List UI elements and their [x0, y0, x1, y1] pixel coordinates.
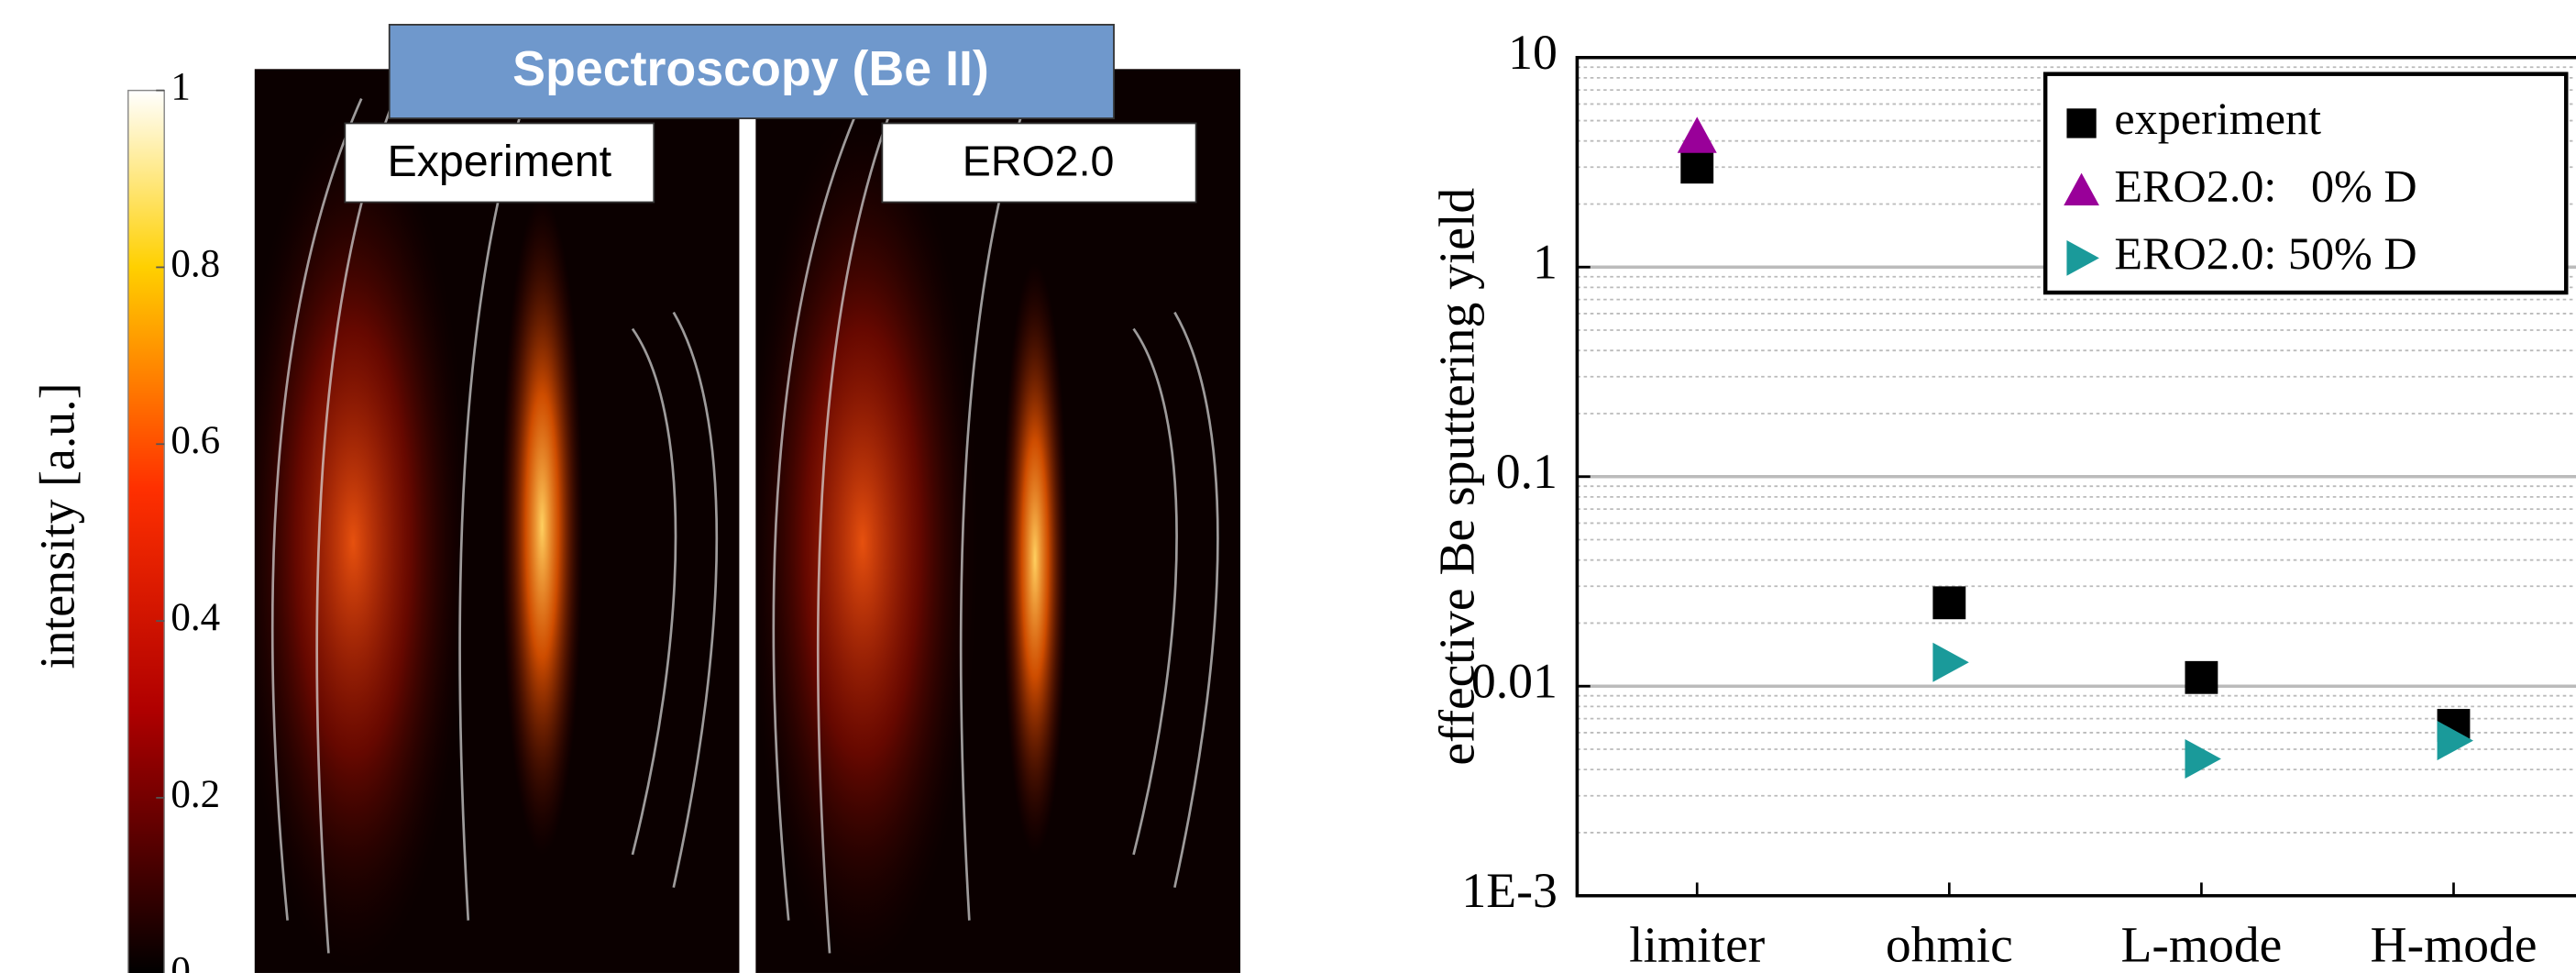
legend-marker — [2064, 172, 2099, 206]
label-box — [881, 122, 1197, 204]
label-box — [344, 122, 655, 204]
title-box — [388, 24, 1115, 119]
data-point — [2185, 660, 2218, 694]
y-tick-label: 1 — [1533, 235, 1558, 290]
x-tick-label: H-mode — [2370, 917, 2537, 973]
data-point — [1932, 586, 1966, 620]
colorbar-tick-label: 0 — [171, 950, 191, 973]
y-tick-label: 0.1 — [1496, 444, 1558, 499]
legend-label: experiment — [2114, 93, 2321, 144]
legend-box — [2042, 72, 2569, 295]
legend-label: ERO2.0: 0% D — [2114, 160, 2416, 211]
y-tick-label: 10 — [1508, 25, 1558, 80]
colorbar — [127, 89, 165, 973]
image-panels: Spectroscopy (Be II) Experiment ERO2.0 — [254, 24, 1241, 973]
figure-title: Spectroscopy (Be II) — [512, 41, 989, 96]
colorbar-tick-label: 0.2 — [171, 773, 220, 816]
colorbar-label: intensity [a.u.] — [29, 383, 84, 669]
data-point — [2437, 721, 2473, 761]
colorbar-tick-label: 1 — [171, 65, 191, 108]
data-point — [1677, 116, 1717, 153]
x-tick-label: ohmic — [1886, 917, 2013, 973]
panel-label: Experiment — [387, 137, 611, 186]
colorbar-tick-label: 0.6 — [171, 419, 220, 462]
colorbar-tick-label: 0.4 — [171, 596, 220, 639]
y-axis-label: effective Be sputtering yield — [1429, 188, 1486, 766]
y-tick-label: 0.01 — [1471, 654, 1558, 709]
legend-marker — [2066, 240, 2099, 276]
panel-label: ERO2.0 — [963, 138, 1115, 185]
data-point — [1932, 642, 1969, 682]
colorbar-tick-label: 0.8 — [171, 242, 220, 285]
data-point — [1680, 150, 1714, 184]
x-tick-label: L-mode — [2120, 917, 2282, 973]
data-point — [2185, 738, 2221, 779]
x-tick-label: limiter — [1629, 917, 1766, 973]
legend-label: ERO2.0: 50% D — [2114, 227, 2416, 279]
axis-frame — [1575, 55, 2576, 898]
y-tick-label: 1E-3 — [1461, 863, 1557, 918]
legend-marker — [2066, 108, 2097, 138]
